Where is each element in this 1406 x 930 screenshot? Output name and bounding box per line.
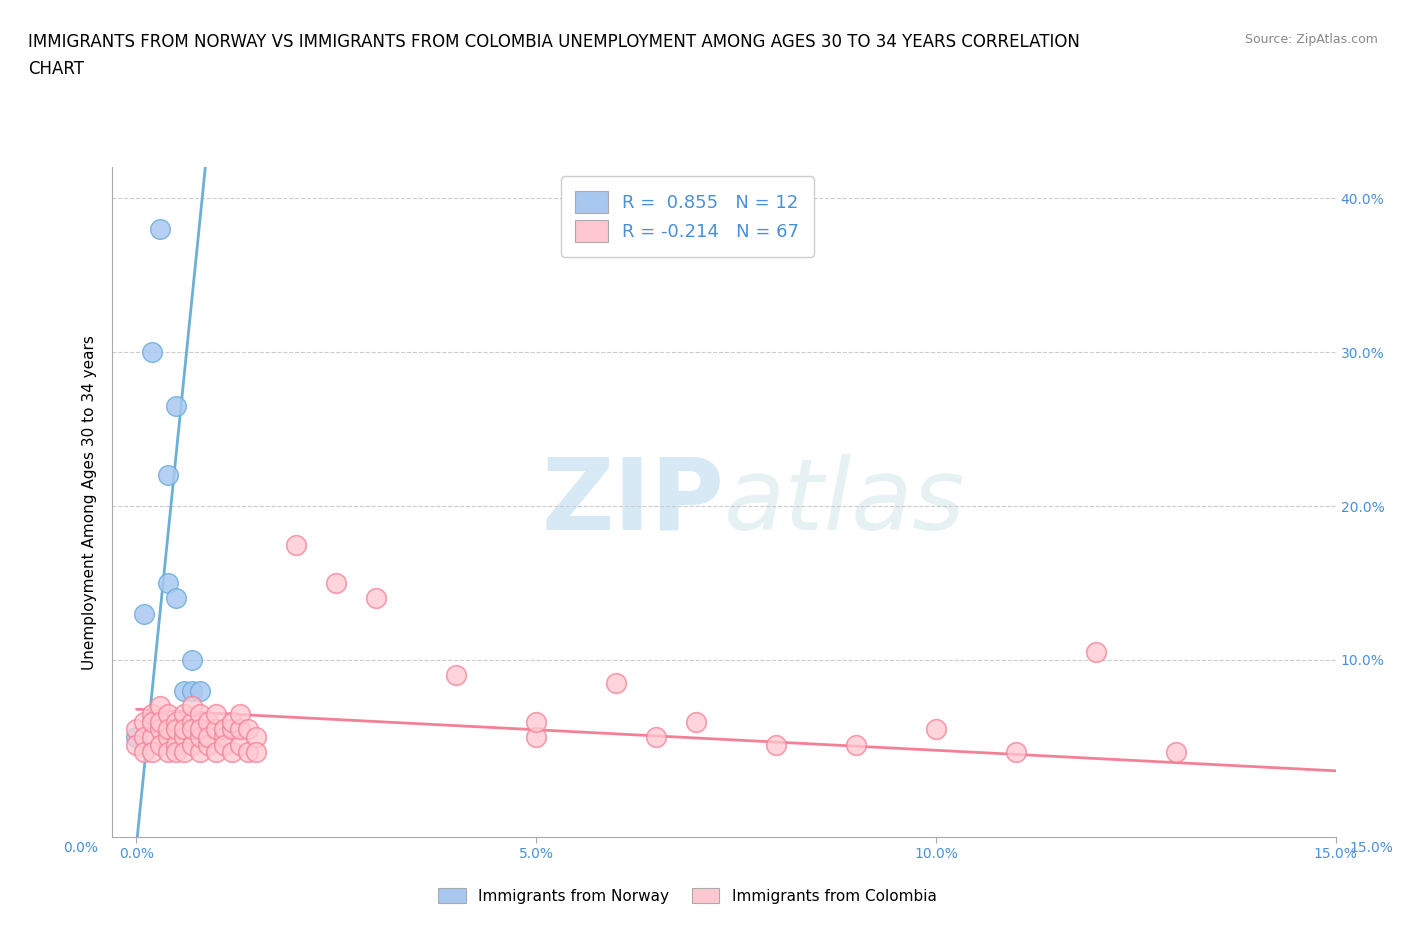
Point [685,714,707,729]
Point [205,722,228,737]
Point [165,745,187,760]
Point [366,591,388,605]
Point [221,745,243,760]
Point [173,722,195,737]
Point [197,714,219,729]
Point [197,729,219,744]
Point [221,714,243,729]
Point [205,707,228,722]
Point [221,722,243,737]
Point [125,729,148,744]
Point [125,737,148,752]
Point [1164,745,1187,760]
Point [141,707,163,722]
Point [1084,644,1107,659]
Point [173,729,195,744]
Text: 0.0%: 0.0% [63,841,98,856]
Point [149,714,172,729]
Point [524,729,547,744]
Point [181,653,204,668]
Point [325,576,347,591]
Point [245,745,267,760]
Point [173,745,195,760]
Point [181,714,204,729]
Point [157,707,180,722]
Point [149,698,172,713]
Point [205,745,228,760]
Point [134,745,156,760]
Point [125,722,148,737]
Point [925,722,948,737]
Point [165,714,187,729]
Text: ZIP: ZIP [541,454,724,551]
Point [605,675,627,690]
Point [181,684,204,698]
Point [173,707,195,722]
Point [190,722,212,737]
Text: CHART: CHART [28,60,84,78]
Point [238,722,260,737]
Point [229,722,252,737]
Point [238,745,260,760]
Text: atlas: atlas [724,454,966,551]
Point [149,737,172,752]
Point [524,714,547,729]
Point [165,737,187,752]
Point [446,668,468,683]
Point [181,722,204,737]
Point [165,399,187,414]
Point [157,745,180,760]
Point [181,698,204,713]
Point [134,729,156,744]
Point [157,468,180,483]
Point [141,729,163,744]
Point [134,714,156,729]
Point [190,745,212,760]
Point [197,737,219,752]
Point [229,707,252,722]
Point [157,722,180,737]
Point [173,684,195,698]
Text: IMMIGRANTS FROM NORWAY VS IMMIGRANTS FROM COLOMBIA UNEMPLOYMENT AMONG AGES 30 TO: IMMIGRANTS FROM NORWAY VS IMMIGRANTS FRO… [28,33,1080,50]
Point [141,345,163,360]
Point [645,729,668,744]
Text: 15.0%: 15.0% [1350,841,1393,856]
Point [214,722,236,737]
Point [134,606,156,621]
Point [141,745,163,760]
Point [165,591,187,605]
Point [245,729,267,744]
Point [845,737,868,752]
Point [141,714,163,729]
Point [190,684,212,698]
Legend: Immigrants from Norway, Immigrants from Colombia: Immigrants from Norway, Immigrants from … [432,882,942,910]
Y-axis label: Unemployment Among Ages 30 to 34 years: Unemployment Among Ages 30 to 34 years [82,335,97,670]
Point [214,737,236,752]
Point [157,729,180,744]
Point [229,737,252,752]
Point [190,729,212,744]
Text: Source: ZipAtlas.com: Source: ZipAtlas.com [1244,33,1378,46]
Point [165,722,187,737]
Point [765,737,787,752]
Point [285,538,308,552]
Point [149,722,172,737]
Point [181,737,204,752]
Point [1005,745,1028,760]
Point [149,221,172,236]
Point [157,576,180,591]
Point [214,729,236,744]
Point [190,707,212,722]
